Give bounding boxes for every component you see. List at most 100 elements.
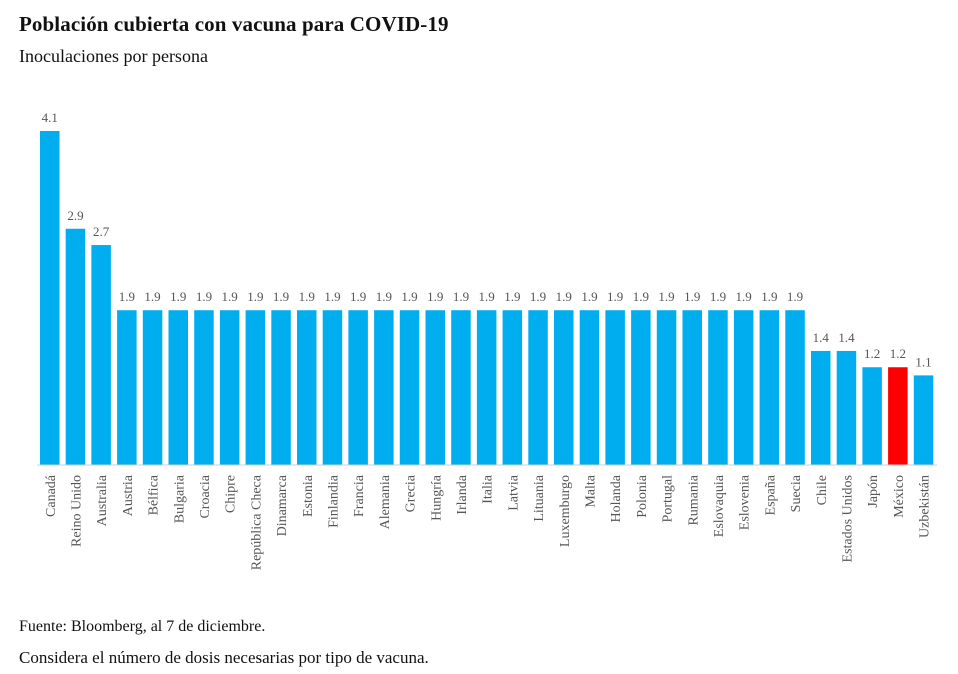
value-label-reino-unido: 2.9 — [67, 208, 83, 223]
bar-reino-unido — [65, 228, 86, 465]
category-label-francia: Francia — [352, 474, 367, 517]
category-label-croacia: Croacia — [198, 474, 213, 518]
chart-title: Población cubierta con vacuna para COVID… — [19, 12, 449, 36]
category-label-canada: Canadá — [44, 474, 59, 517]
category-label-eslovenia: Eslovenia — [738, 474, 753, 530]
bar-irlanda — [451, 310, 471, 465]
value-label-finlandia: 1.9 — [324, 289, 340, 304]
category-label-chile: Chile — [815, 475, 830, 505]
category-label-estados-unidos: Estados Unidos — [840, 475, 855, 563]
bar-croacia — [194, 310, 214, 465]
category-label-reino-unido: Reino Unido — [69, 475, 84, 547]
category-label-chipre: Chipre — [224, 475, 239, 513]
category-label-portugal: Portugal — [661, 475, 676, 523]
bar-estados-unidos — [836, 350, 857, 465]
value-label-estonia: 1.9 — [299, 289, 315, 304]
category-label-espana: España — [763, 474, 778, 515]
category-label-grecia: Grecia — [404, 474, 419, 512]
value-label-chile: 1.4 — [813, 330, 830, 345]
bar-belfica — [142, 310, 163, 465]
value-label-estados-unidos: 1.4 — [838, 330, 855, 345]
bar-latvia — [502, 310, 523, 465]
bar-chipre — [219, 310, 240, 465]
bar-portugal — [656, 310, 677, 465]
category-label-suecia: Suecia — [789, 474, 804, 512]
value-label-mexico: 1.2 — [890, 346, 906, 361]
bar-chile — [811, 350, 831, 465]
value-label-suecia: 1.9 — [787, 289, 803, 304]
value-label-francia: 1.9 — [350, 289, 366, 304]
method-note: Considera el número de dosis necesarias … — [19, 648, 429, 667]
value-label-chipre: 1.9 — [222, 289, 238, 304]
bar-espana — [759, 310, 780, 465]
bar-dinamarca — [271, 310, 291, 465]
category-label-bulgaria: Bulgaria — [172, 474, 187, 523]
value-label-irlanda: 1.9 — [453, 289, 469, 304]
value-label-grecia: 1.9 — [401, 289, 417, 304]
bar-polonia — [631, 310, 651, 465]
bar-suecia — [785, 310, 805, 465]
category-label-finlandia: Finlandia — [326, 474, 341, 528]
category-label-belfica: Bélfica — [147, 474, 162, 515]
bar-estonia — [297, 310, 317, 465]
category-label-lituania: Lituania — [532, 474, 547, 521]
bar-rumania — [682, 310, 702, 465]
value-label-bulgaria: 1.9 — [170, 289, 186, 304]
category-label-japon: Japón — [866, 475, 881, 508]
bar-francia — [348, 310, 368, 465]
bars-group — [40, 131, 934, 465]
value-label-luxemburgo: 1.9 — [556, 289, 572, 304]
bar-hungria — [425, 310, 445, 465]
bar-republica-checa — [245, 310, 266, 465]
category-label-dinamarca: Dinamarca — [275, 474, 290, 536]
category-label-alemania: Alemania — [378, 474, 393, 529]
category-label-italia: Italia — [481, 474, 496, 504]
value-label-dinamarca: 1.9 — [273, 289, 289, 304]
value-label-italia: 1.9 — [479, 289, 495, 304]
bar-malta — [579, 310, 600, 465]
bar-grecia — [399, 310, 420, 465]
value-label-holanda: 1.9 — [607, 289, 623, 304]
bar-japon — [862, 367, 882, 465]
value-label-latvia: 1.9 — [504, 289, 520, 304]
value-label-alemania: 1.9 — [376, 289, 392, 304]
category-label-uzbekistan: Uzbekistán — [918, 475, 933, 538]
value-label-canada: 4.1 — [42, 110, 58, 125]
bar-austria — [117, 310, 137, 465]
bar-mexico — [888, 367, 908, 465]
value-label-japon: 1.2 — [864, 346, 880, 361]
value-label-espana: 1.9 — [761, 289, 777, 304]
value-label-uzbekistan: 1.1 — [915, 354, 931, 369]
category-label-holanda: Holanda — [609, 474, 624, 522]
bar-luxemburgo — [554, 310, 574, 465]
value-label-hungria: 1.9 — [427, 289, 443, 304]
source-note: Fuente: Bloomberg, al 7 de diciembre. — [19, 618, 266, 635]
value-label-lituania: 1.9 — [530, 289, 546, 304]
bar-eslovenia — [733, 310, 754, 465]
value-label-eslovaquia: 1.9 — [710, 289, 726, 304]
category-label-hungria: Hungría — [429, 474, 444, 521]
value-label-eslovenia: 1.9 — [736, 289, 752, 304]
category-label-mexico: México — [892, 475, 907, 518]
category-label-luxemburgo: Luxemburgo — [558, 475, 573, 547]
category-label-eslovaquia: Eslovaquia — [712, 474, 727, 537]
category-label-australia: Australia — [95, 474, 110, 526]
value-label-belfica: 1.9 — [144, 289, 160, 304]
category-label-latvia: Latvia — [506, 474, 521, 511]
category-label-rumania: Rumania — [686, 474, 701, 525]
bar-italia — [476, 310, 497, 465]
chart-subtitle: Inoculaciones por persona — [19, 46, 208, 66]
category-label-malta: Malta — [583, 474, 598, 507]
category-label-republica-checa: República Checa — [249, 474, 264, 570]
category-label-polonia: Polonia — [635, 474, 650, 518]
bar-finlandia — [322, 310, 343, 465]
bar-bulgaria — [168, 310, 188, 465]
category-labels-group: Canadá Reino Unido Australia Austria Bélfica… — [44, 474, 933, 570]
value-labels-group: 4.1 2.9 2.7 1.9 1.9 1.9 1.9 1.9 1.9 1.9 1.9 1.9 1.9 1… — [42, 110, 932, 369]
value-label-portugal: 1.9 — [658, 289, 674, 304]
value-label-rumania: 1.9 — [684, 289, 700, 304]
value-label-polonia: 1.9 — [633, 289, 649, 304]
bar-eslovaquia — [708, 310, 728, 465]
value-label-australia: 2.7 — [93, 224, 110, 239]
bar-australia — [91, 245, 111, 465]
